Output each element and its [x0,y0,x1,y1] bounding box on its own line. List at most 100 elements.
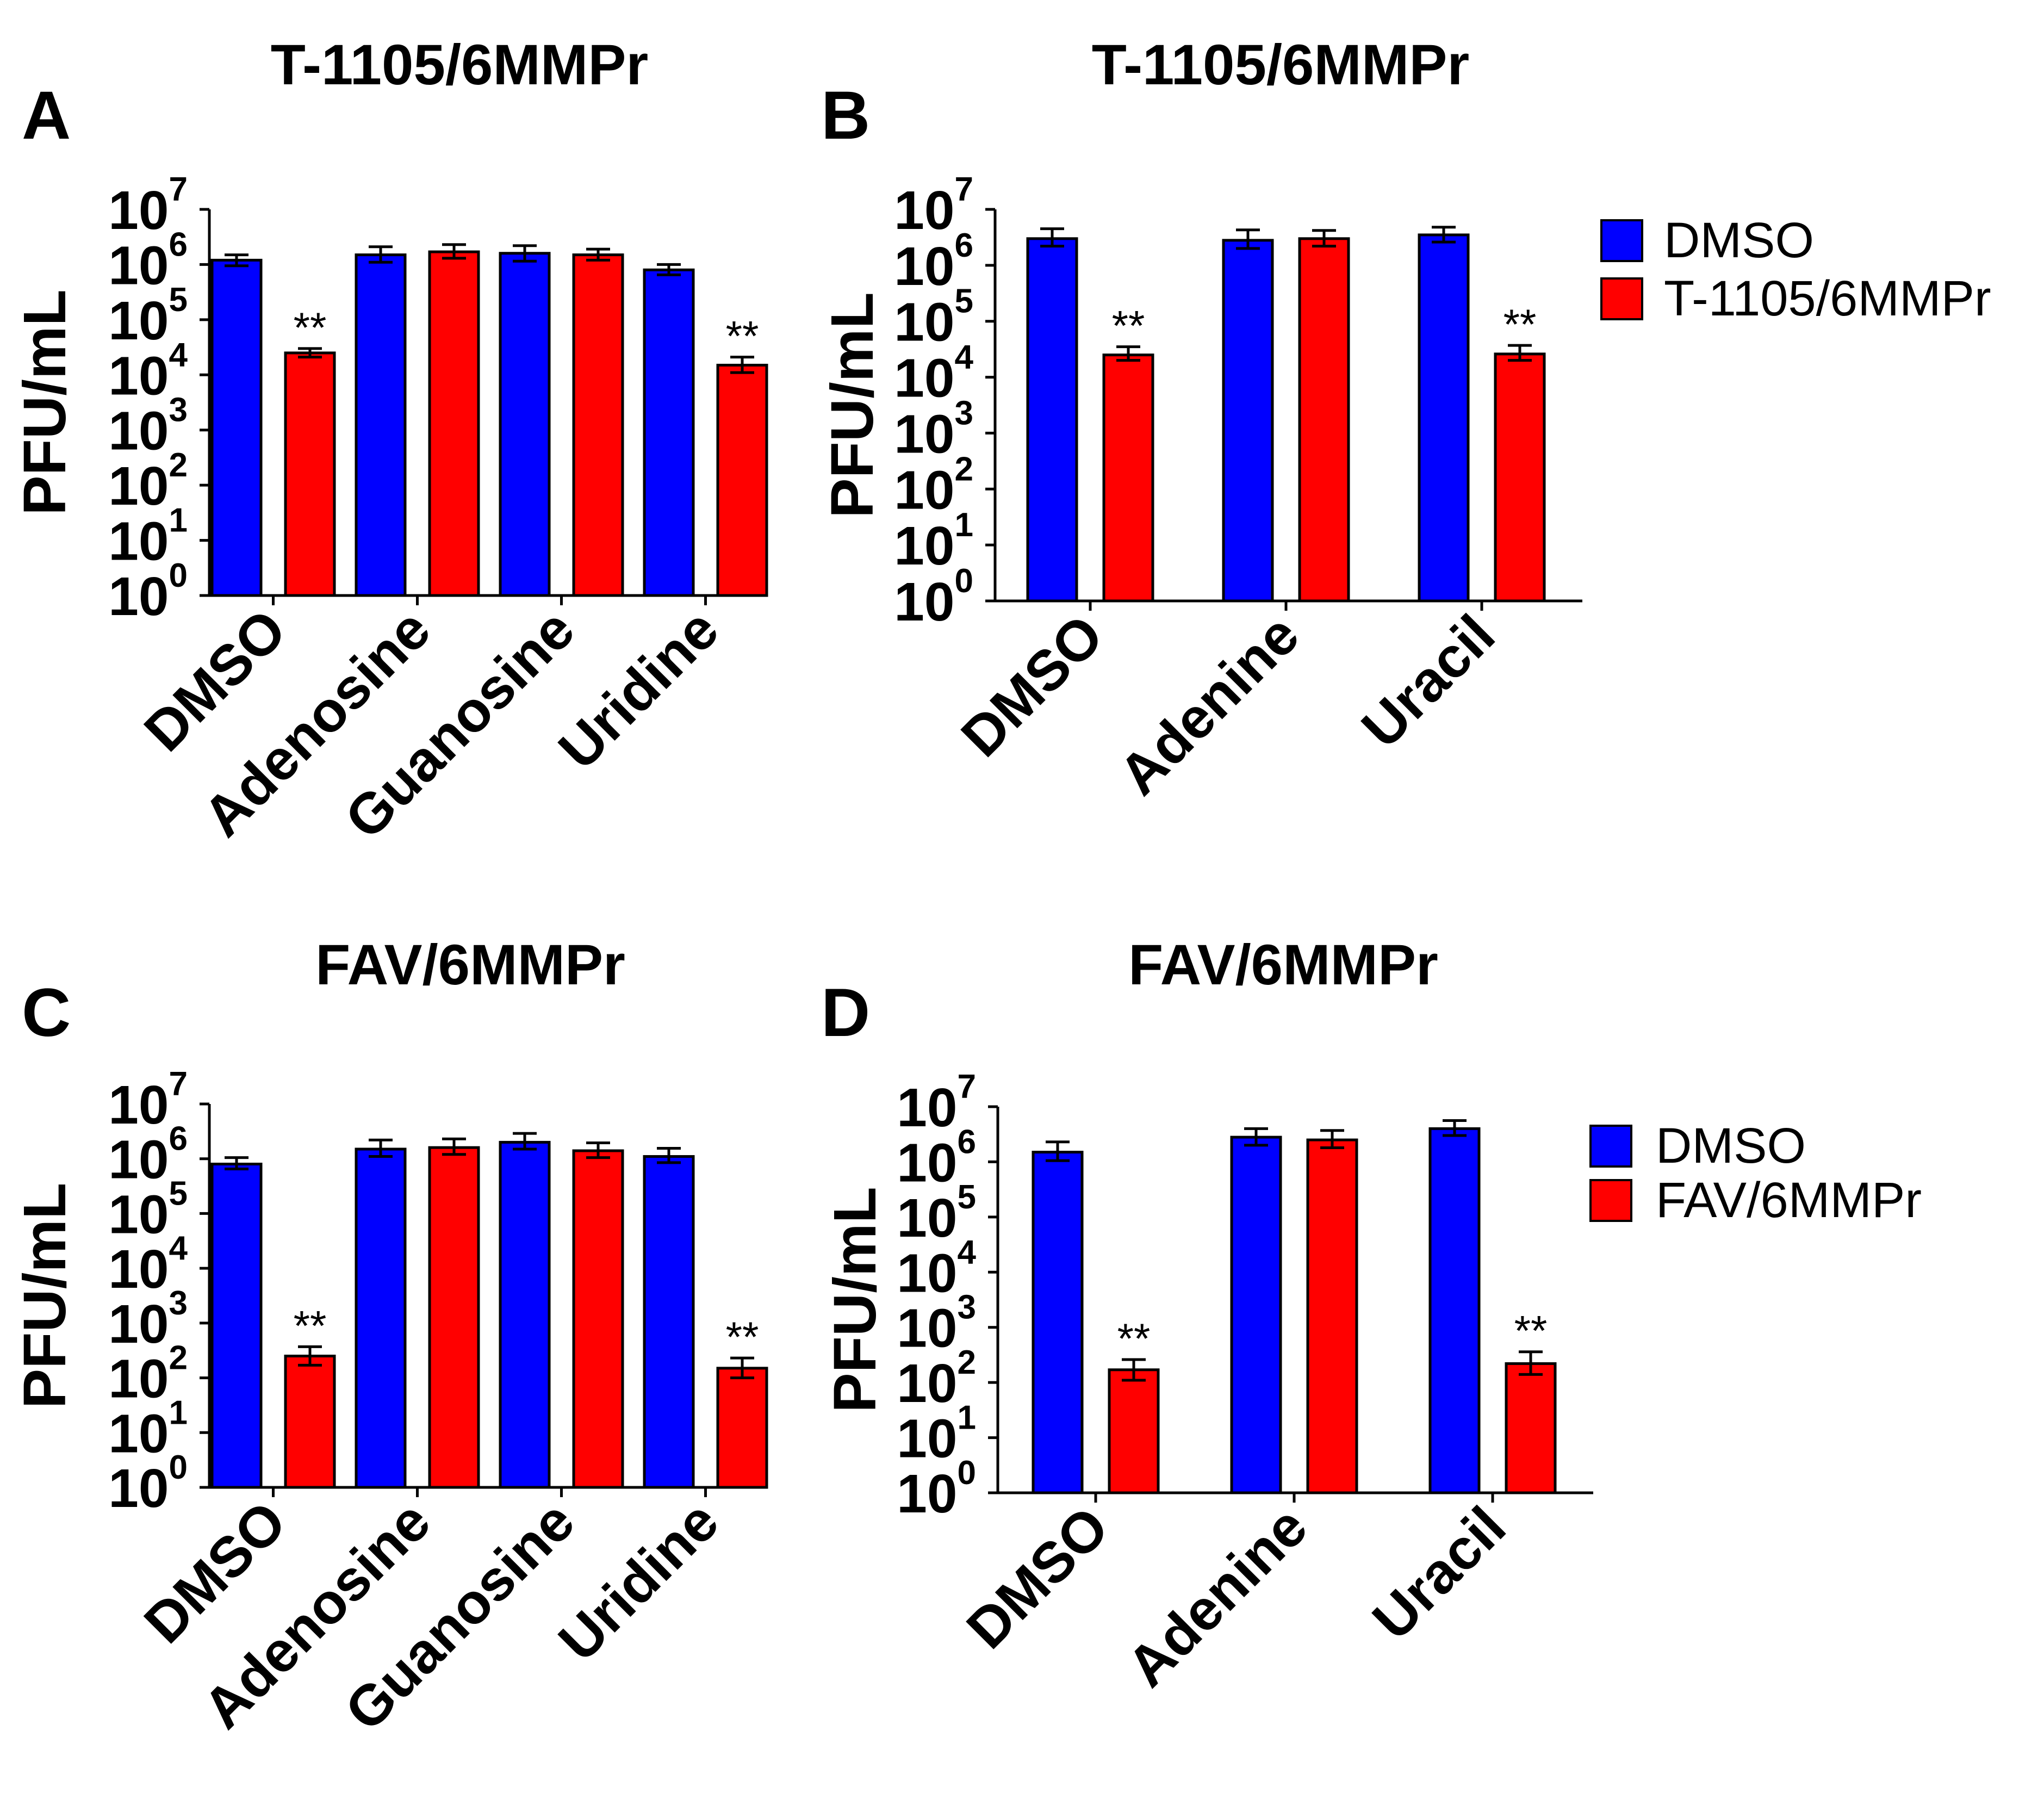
y-tick-label: 106 [108,226,188,296]
y-tick-label: 107 [894,171,973,241]
bar [1306,1138,1358,1494]
significance-label: ** [294,303,327,351]
y-axis-label: PFU/mL [11,289,78,516]
y-tick-label: 107 [108,1065,188,1136]
panel-a: T-1105/6MMPr A PFU/mL 100101102103104105106… [11,33,768,851]
bar [1222,239,1274,603]
significance-label: ** [726,312,759,360]
x-tick-label: Uracil [1350,603,1507,760]
y-tick-label: 103 [108,392,188,462]
bar [1428,1127,1481,1494]
y-tick-label: 106 [894,227,973,297]
bar [355,1147,407,1489]
y-tick-label: 101 [897,1399,976,1469]
panel-d: FAV/6MMPr D PFU/mL100101102103104105106107… [821,933,1922,1699]
y-axis-label: PFU/mL [11,1183,78,1409]
legend-swatch [1600,219,1643,262]
bar [428,250,480,597]
legend-label: DMSO [1656,1118,1806,1174]
x-tick-label: Adenine [1115,1495,1320,1699]
bar [284,351,336,597]
panel-letter: A [22,78,71,153]
x-tick-label: Uridine [546,598,731,782]
chart-title: T-1105/6MMPr [1092,33,1470,97]
panel-letter: B [821,78,870,153]
bar [1230,1136,1282,1494]
y-tick-label: 100 [897,1454,976,1524]
legend-swatch [1600,277,1643,320]
panel-c: FAV/6MMPr C PFU/mL 100101102103104105106107… [11,933,768,1743]
y-tick-label: 100 [894,562,973,632]
y-tick-label: 100 [108,557,188,627]
y-tick-label: 107 [897,1068,976,1138]
legend-swatch [1589,1179,1632,1222]
chart-title: T-1105/6MMPr [271,33,649,97]
y-tick-label: 102 [894,450,973,520]
y-tick-label: 100 [108,1449,188,1519]
y-tick-label: 105 [108,281,188,351]
legend-label: FAV/6MMPr [1656,1172,1922,1228]
y-axis-label: PFU/mL [819,292,886,518]
significance-label: ** [1514,1307,1548,1355]
bar [1298,237,1350,603]
chart-title: FAV/6MMPr [315,933,625,997]
x-tick-label: Uracil [1360,1495,1518,1652]
y-tick-label: 105 [108,1175,188,1245]
chart-title: FAV/6MMPr [1128,933,1438,997]
y-tick-label: 106 [897,1123,976,1193]
bar [643,268,695,597]
bar [284,1354,336,1489]
panel-letter: D [821,975,870,1051]
bar [355,253,407,597]
bar [572,253,624,597]
bar [210,1162,263,1489]
x-tick-label: DMSO [955,1495,1121,1661]
y-tick-label: 104 [108,336,188,406]
y-tick-label: 106 [108,1120,188,1190]
x-tick-label: Uridine [546,1490,731,1674]
y-tick-label: 105 [894,283,973,353]
y-tick-label: 101 [108,502,188,572]
bar [1418,233,1470,603]
bar [1505,1362,1557,1494]
bar [1032,1151,1084,1494]
panel-letter: C [22,975,71,1051]
significance-label: ** [1117,1314,1151,1362]
y-tick-label: 103 [108,1285,188,1355]
y-tick-label: 102 [108,1339,188,1410]
bar [499,1140,551,1489]
y-tick-label: 101 [108,1394,188,1464]
panel-b: T-1105/6MMPr B PFU/mL100101102103104105106… [819,33,1991,807]
y-axis-label: PFU/mL [822,1187,889,1413]
significance-label: ** [1504,300,1537,348]
bar [210,258,263,597]
legend-label: T-1105/6MMPr [1664,271,1991,326]
y-tick-label: 104 [108,1230,188,1300]
y-tick-label: 104 [894,339,973,409]
bar [1102,353,1154,603]
bar [716,1367,768,1489]
bar [428,1146,480,1489]
significance-label: ** [1112,302,1145,350]
y-tick-label: 101 [894,506,973,576]
y-tick-label: 105 [897,1178,976,1249]
bar [716,363,768,597]
bar [1494,352,1546,603]
significance-label: ** [726,1313,759,1361]
bar [643,1155,695,1489]
x-tick-label: Adenine [1107,603,1312,808]
y-tick-label: 103 [894,394,973,464]
bar [499,252,551,597]
x-tick-label: DMSO [949,603,1115,769]
y-tick-label: 103 [897,1289,976,1359]
y-tick-label: 104 [897,1233,976,1304]
y-tick-label: 102 [108,446,188,517]
bar [1108,1368,1160,1494]
legend-label: DMSO [1664,213,1814,268]
significance-label: ** [294,1301,327,1349]
legend-swatch [1589,1125,1632,1168]
y-tick-label: 107 [108,171,188,241]
